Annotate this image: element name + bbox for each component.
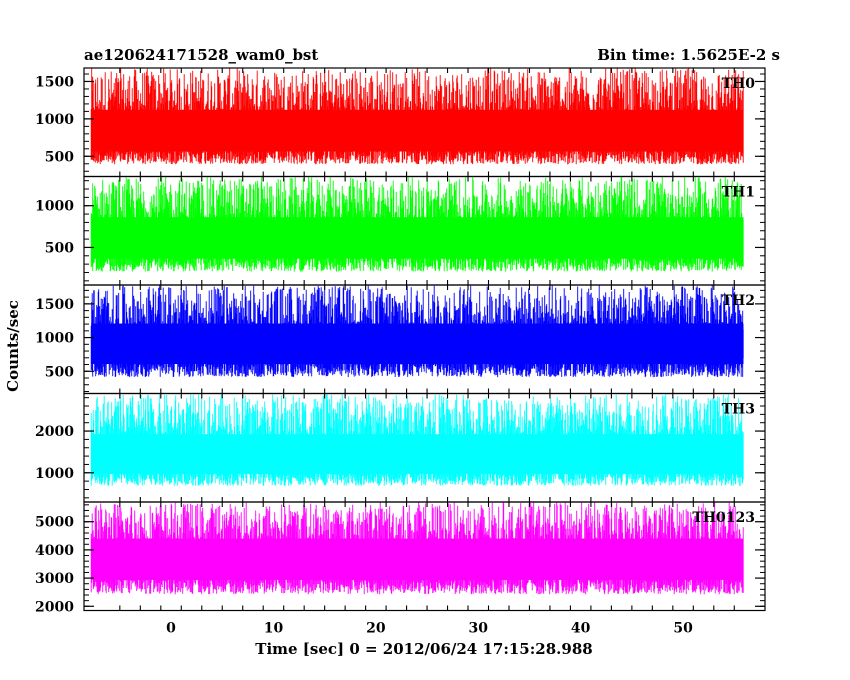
panel-label: TH2 [722,293,755,309]
y-axis-label: Counts/sec [4,300,22,392]
chart-title: ae120624171528_wam0_bst [84,46,318,64]
x-tick-label: 10 [264,621,284,637]
panel-th0123: TH0123 2000 3000 4000 5000 [35,501,766,615]
x-tick-label: 30 [469,621,489,637]
panel-label: TH1 [722,185,755,201]
x-tick-label: 40 [571,621,591,637]
y-tick-label: 500 [45,364,74,380]
x-axis-label: Time [sec] 0 = 2012/06/24 17:15:28.988 [255,640,592,658]
y-tick-label: 5000 [35,515,74,531]
panel-th0: TH0 500 1000 1500 [35,67,766,178]
bin-time-label: Bin time: 1.5625E-2 s [597,46,780,64]
y-tick-label: 1000 [35,112,74,128]
x-tick-label: 50 [673,621,693,637]
series-line-th3 [90,393,744,486]
x-tick-label: 20 [366,621,386,637]
panel-label: TH0123 [692,510,755,526]
y-tick-label: 500 [45,240,74,256]
y-tick-label: 1500 [35,297,74,313]
panel-frame [83,501,766,612]
panel-label: TH0 [722,76,756,92]
series-line-th1 [90,176,744,272]
series-line-th0 [90,68,744,165]
series-line-th0123 [90,502,744,595]
y-tick-label: 2000 [35,599,74,615]
y-tick-label: 500 [45,149,74,165]
panel-th1: TH1 500 1000 [35,175,766,286]
y-tick-label: 1000 [35,199,74,215]
series-line-th2 [90,285,744,378]
x-tick-label: 0 [166,621,176,637]
panels-group: TH050010001500TH15001000TH250010001500TH… [35,67,766,637]
y-tick-label: 1000 [35,466,74,482]
y-tick-label: 2000 [35,424,74,440]
y-tick-label: 1500 [35,74,74,90]
panel-label: TH3 [722,402,755,418]
y-tick-label: 3000 [35,571,74,587]
panel-th3: TH3 1000 2000 [35,392,766,503]
y-tick-label: 1000 [35,331,74,347]
y-tick-label: 4000 [35,543,74,559]
panel-th2: TH2 500 1000 1500 [35,284,766,395]
